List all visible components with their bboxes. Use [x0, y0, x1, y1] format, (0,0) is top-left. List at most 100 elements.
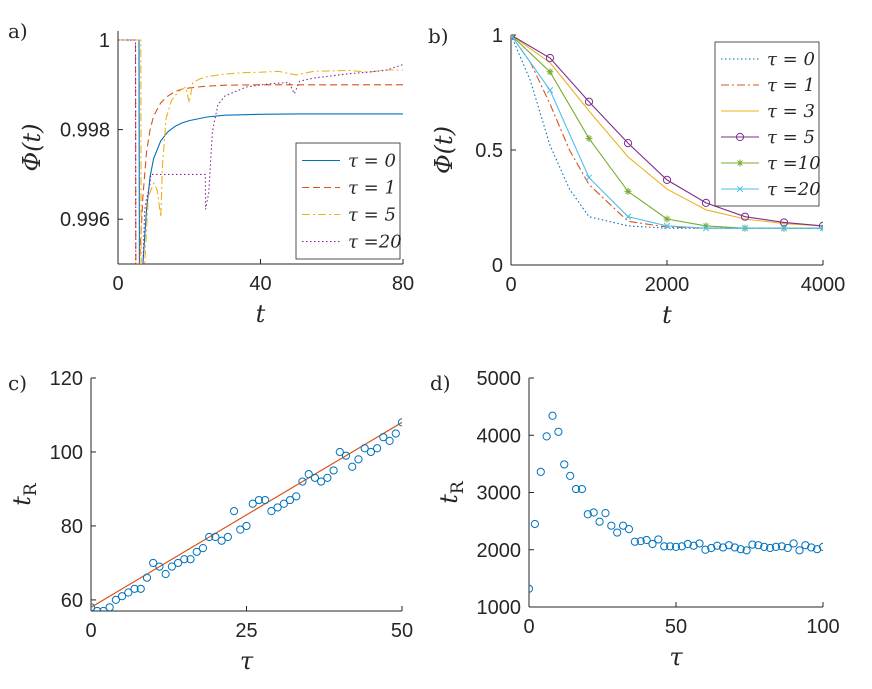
data-point	[624, 213, 632, 220]
panel-d: 0 50 100 1000 2000 3000 4000 5000 d) τ tR	[430, 368, 840, 671]
plot-area	[511, 35, 823, 232]
data-point	[760, 542, 769, 551]
data-point	[229, 507, 239, 516]
legend-entry: τ =10	[767, 153, 821, 174]
data-point	[648, 539, 657, 549]
data-point	[654, 535, 663, 544]
data-point	[348, 462, 357, 471]
y-tick-label: 0.5	[475, 140, 503, 162]
data-point	[777, 542, 786, 551]
data-point	[560, 460, 569, 469]
data-point	[242, 521, 251, 531]
data-point	[783, 543, 792, 553]
data-point	[630, 537, 639, 546]
data-point	[530, 519, 539, 529]
data-point	[623, 139, 633, 148]
data-point	[149, 558, 158, 568]
data-point	[701, 545, 710, 554]
data-point	[741, 225, 749, 232]
data-point	[130, 584, 139, 593]
data-point	[546, 68, 554, 76]
legend-entry: τ = 0	[348, 151, 396, 172]
data-point	[248, 499, 257, 508]
data-point	[391, 429, 400, 438]
y-tick-label: 80	[61, 516, 83, 538]
data-point	[211, 532, 220, 542]
y-tick-label: 60	[61, 590, 83, 612]
data-point	[566, 471, 575, 480]
panel-label: c)	[8, 371, 27, 395]
data-point	[554, 427, 563, 436]
y-tick-label: 1	[99, 30, 110, 52]
data-point	[373, 444, 382, 453]
data-point	[180, 555, 189, 564]
data-point	[702, 222, 710, 230]
data-point	[366, 447, 375, 457]
data-point	[584, 97, 594, 106]
panel-c: 0 25 50 60 80 100 120 c) τ tR	[8, 368, 413, 675]
data-point	[589, 508, 598, 517]
data-point	[198, 544, 208, 553]
data-point	[99, 606, 108, 611]
data-point	[624, 525, 634, 534]
x-tick-label: 100	[806, 616, 839, 638]
data-point	[585, 174, 593, 181]
y-axis-label: tR	[435, 480, 468, 504]
x-tick-label: 50	[665, 616, 687, 638]
data-point	[713, 541, 722, 550]
data-point	[663, 215, 671, 223]
x-tick-label: 0	[505, 274, 516, 296]
x-tick-label: 50	[391, 620, 413, 642]
data-point	[818, 542, 823, 551]
data-point	[91, 603, 96, 611]
data-point	[292, 492, 301, 501]
data-point	[801, 541, 810, 550]
data-point	[819, 225, 823, 232]
x-tick-label: 2000	[645, 274, 690, 296]
data-point	[261, 495, 270, 505]
y-tick-label: 120	[50, 368, 83, 390]
data-point	[577, 484, 587, 494]
data-point	[683, 539, 692, 549]
data-point	[613, 528, 622, 537]
data-point	[607, 521, 616, 530]
plot-area	[118, 39, 403, 264]
data-point	[689, 541, 698, 550]
x-tick-label: 25	[235, 620, 257, 642]
data-point	[636, 537, 645, 546]
y-tick-label: 100	[50, 442, 83, 464]
data-point	[754, 541, 763, 550]
data-point	[730, 543, 739, 552]
y-tick-label: 0	[492, 255, 503, 277]
data-point	[273, 503, 282, 512]
series-line	[511, 35, 823, 227]
data-point	[511, 35, 515, 39]
data-point	[192, 547, 201, 556]
x-tick-label: 4000	[801, 274, 846, 296]
data-point	[397, 418, 402, 427]
data-point	[317, 477, 326, 486]
data-point	[662, 175, 672, 184]
data-point	[529, 584, 534, 593]
data-point	[660, 542, 669, 551]
plot-area	[91, 418, 402, 611]
data-point	[536, 467, 545, 476]
legend-entry: τ = 5	[348, 205, 396, 226]
y-tick-label: 4000	[477, 425, 522, 447]
series-line	[511, 35, 823, 227]
y-axis-label-subscript: R	[448, 480, 468, 494]
data-point	[740, 212, 750, 221]
legend-entry: τ = 5	[767, 127, 815, 148]
data-point	[167, 562, 176, 571]
data-point	[671, 542, 681, 551]
y-axis-label-main: t	[435, 494, 463, 504]
legend-entry: τ = 1	[767, 75, 815, 96]
legend-box	[714, 41, 820, 207]
legend: τ = 0 τ = 1 τ = 3 τ = 5 τ =10 τ =20	[714, 41, 821, 207]
legend-marker	[735, 132, 745, 142]
y-axis-label: Φ(t)	[430, 126, 458, 174]
y-tick-label: 0.996	[60, 209, 110, 231]
x-tick-label: 0	[85, 620, 96, 642]
data-point	[304, 470, 313, 479]
